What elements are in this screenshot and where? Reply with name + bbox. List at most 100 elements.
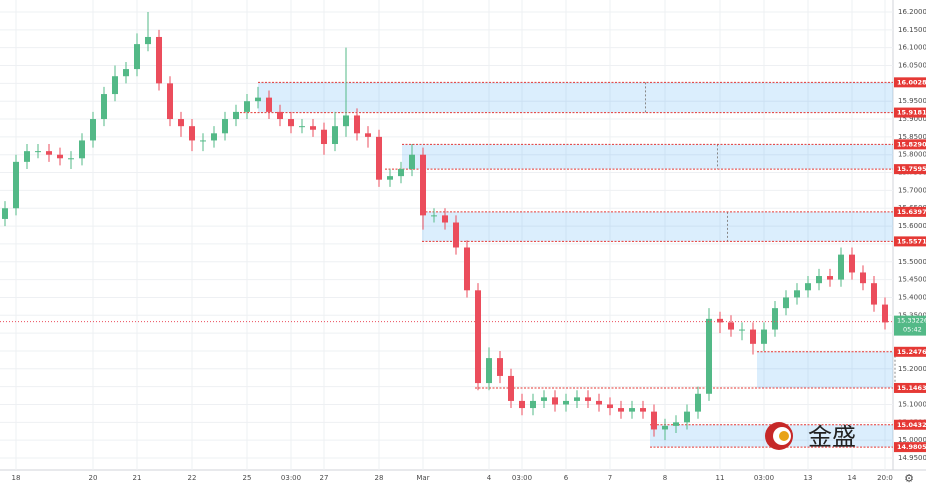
candle-body [332, 126, 338, 145]
candle-body [442, 215, 448, 223]
last-price-label: 15.33226 [897, 317, 926, 325]
countdown-label: 05:42 [903, 326, 922, 334]
y-tick-label: 16.05000 [898, 62, 926, 70]
candle-body [431, 215, 437, 217]
candle-body [68, 158, 74, 160]
y-tick-label: 15.10000 [898, 400, 926, 408]
candle-body [860, 272, 866, 284]
candle-body [552, 397, 558, 405]
zone-price-label: 15.55710 [897, 237, 926, 245]
y-tick-label: 15.20000 [898, 365, 926, 373]
zone [402, 144, 893, 170]
zone-price-label: 15.82904 [897, 140, 926, 148]
candle-body [453, 222, 459, 248]
candle-body [90, 119, 96, 141]
candle-body [706, 318, 712, 394]
zone [422, 211, 893, 242]
y-tick-label: 15.50000 [898, 258, 926, 266]
candle-body [739, 329, 745, 331]
candle-body [871, 283, 877, 305]
candle-body [728, 322, 734, 330]
candle-body [530, 400, 536, 409]
y-tick-label: 16.10000 [898, 44, 926, 52]
candle-body [266, 97, 272, 112]
x-tick-label: 27 [320, 474, 329, 482]
candle-body [651, 411, 657, 430]
x-tick-label: 20 [89, 474, 98, 482]
candle-body [233, 111, 239, 120]
candle-body [805, 283, 811, 291]
candle-body [46, 151, 52, 155]
settings-icon[interactable]: ⚙ [904, 472, 914, 485]
zone [757, 351, 893, 388]
x-tick-label: 22 [188, 474, 197, 482]
candle-body [816, 276, 822, 284]
zone-price-tag [894, 77, 926, 88]
candle-body [145, 36, 151, 45]
candle-body [2, 208, 8, 219]
y-tick-label: 16.20000 [898, 8, 926, 16]
zone-price-tag [894, 419, 926, 430]
x-tick-label: 03:00 [754, 474, 774, 482]
candle-body [299, 126, 305, 128]
zone-price-tag [894, 139, 926, 150]
candle-body [123, 69, 129, 77]
candle-body [838, 254, 844, 280]
candle-body [35, 151, 41, 153]
last-price-tag [894, 315, 926, 336]
candle-body [244, 101, 250, 112]
x-tick-label: 14 [848, 474, 857, 482]
candle-body [211, 133, 217, 141]
candle-body [640, 408, 646, 412]
y-tick-label: 15.45000 [898, 276, 926, 284]
x-tick-label: 8 [663, 474, 667, 482]
candle-body [596, 400, 602, 405]
candle-body [497, 358, 503, 376]
x-tick-label: 03:00 [512, 474, 532, 482]
candle-body [222, 119, 228, 134]
candle-body [57, 154, 63, 159]
candle-body [310, 126, 316, 130]
candle-body [178, 119, 184, 127]
candle-body [717, 318, 723, 323]
x-tick-label: 28 [375, 474, 384, 482]
y-tick-label: 15.00000 [898, 436, 926, 444]
zone-price-tag [894, 442, 926, 453]
candle-body [607, 404, 613, 409]
candle-body [255, 97, 261, 102]
zone-price-tag [894, 382, 926, 393]
candle-body [519, 400, 525, 409]
candle-body [134, 44, 140, 70]
zone-price-label: 15.14635 [897, 384, 926, 392]
candle-body [563, 400, 569, 405]
candle-body [101, 94, 107, 120]
candle-body [486, 358, 492, 384]
candle-body [288, 119, 294, 127]
zone-price-label: 16.00284 [897, 78, 926, 86]
y-tick-label: 15.35000 [898, 311, 926, 319]
y-tick-label: 15.70000 [898, 186, 926, 194]
y-tick-label: 15.90000 [898, 115, 926, 123]
zone [258, 82, 893, 113]
candle-body [673, 422, 679, 426]
candle-body [772, 308, 778, 330]
candle-body [420, 154, 426, 216]
candle-body [167, 83, 173, 120]
logo-icon-dot [779, 431, 789, 441]
candle-body [343, 115, 349, 127]
candle-body [156, 36, 162, 84]
y-tick-label: 16.15000 [898, 26, 926, 34]
x-tick-label: 21 [133, 474, 142, 482]
y-tick-label: 14.95000 [898, 454, 926, 462]
x-tick-label: 7 [608, 474, 612, 482]
x-tick-label: 6 [564, 474, 569, 482]
x-tick-label: 20:0 [877, 474, 893, 482]
y-tick-label: 15.80000 [898, 151, 926, 159]
logo: 金盛 [765, 422, 856, 451]
candle-body [79, 140, 85, 159]
candle-body [574, 397, 580, 401]
zone-price-label: 15.24766 [897, 348, 926, 356]
